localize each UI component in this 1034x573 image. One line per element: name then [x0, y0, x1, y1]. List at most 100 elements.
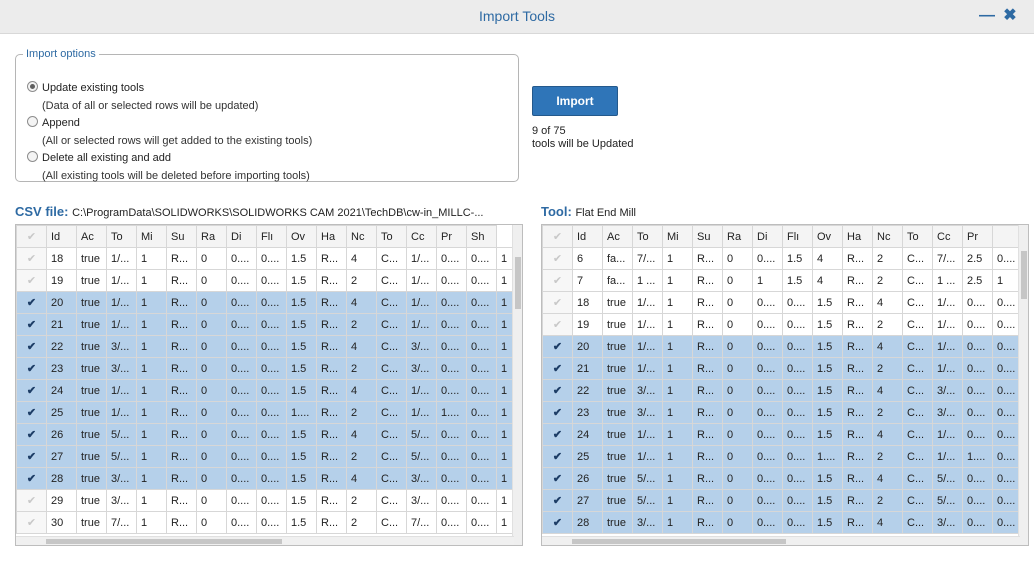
table-cell[interactable]: 0.... — [782, 467, 813, 490]
table-cell[interactable]: 0.... — [992, 511, 1023, 534]
row-checkbox[interactable]: ✔ — [16, 445, 47, 468]
table-cell[interactable]: 0.... — [256, 467, 287, 490]
table-cell[interactable]: 0.... — [962, 335, 993, 358]
table-cell[interactable]: 0 — [722, 379, 753, 402]
row-checkbox[interactable]: ✔ — [542, 357, 573, 380]
table-cell[interactable]: 1 ... — [632, 269, 663, 292]
csv-vertical-scroll-thumb[interactable] — [515, 257, 521, 309]
table-cell[interactable]: 24 — [572, 423, 603, 446]
table-cell[interactable]: R... — [692, 467, 723, 490]
row-checkbox[interactable]: ✔ — [16, 401, 47, 424]
table-cell[interactable]: 0.... — [226, 313, 257, 336]
table-cell[interactable]: 1 — [136, 247, 167, 270]
table-cell[interactable]: 0.... — [226, 379, 257, 402]
table-cell[interactable]: 0 — [196, 335, 227, 358]
table-cell[interactable]: 1.... — [812, 445, 843, 468]
table-cell[interactable]: 0.... — [256, 445, 287, 468]
table-cell[interactable]: true — [602, 357, 633, 380]
csv-vertical-scrollbar[interactable] — [512, 225, 522, 545]
table-cell[interactable]: true — [76, 313, 107, 336]
column-header[interactable]: Ha — [316, 225, 347, 248]
column-header[interactable]: To — [902, 225, 933, 248]
table-cell[interactable]: 4 — [346, 423, 377, 446]
table-cell[interactable]: 1/... — [632, 291, 663, 314]
table-cell[interactable]: R... — [166, 445, 197, 468]
table-cell[interactable]: fa... — [602, 269, 633, 292]
table-cell[interactable]: R... — [316, 313, 347, 336]
column-header[interactable]: To — [632, 225, 663, 248]
table-cell[interactable]: R... — [692, 335, 723, 358]
table-cell[interactable]: 1.5 — [782, 247, 813, 270]
table-cell[interactable]: 1.5 — [286, 335, 317, 358]
table-cell[interactable]: 26 — [46, 423, 77, 446]
table-cell[interactable]: 3/... — [106, 357, 137, 380]
table-cell[interactable]: 4 — [872, 379, 903, 402]
table-cell[interactable]: true — [602, 313, 633, 336]
table-cell[interactable]: 1.5 — [286, 313, 317, 336]
table-cell[interactable]: 0.... — [782, 313, 813, 336]
column-header[interactable]: Flı — [256, 225, 287, 248]
table-cell[interactable]: 3/... — [932, 379, 963, 402]
table-cell[interactable]: C... — [376, 401, 407, 424]
column-header[interactable]: Nc — [872, 225, 903, 248]
table-cell[interactable]: 1/... — [406, 379, 437, 402]
table-cell[interactable]: 1.... — [436, 401, 467, 424]
table-cell[interactable]: R... — [316, 489, 347, 512]
table-cell[interactable]: true — [76, 445, 107, 468]
table-cell[interactable]: 0.... — [466, 357, 497, 380]
table-cell[interactable]: 1/... — [106, 247, 137, 270]
table-cell[interactable]: R... — [316, 379, 347, 402]
table-cell[interactable]: C... — [376, 291, 407, 314]
table-cell[interactable]: R... — [316, 357, 347, 380]
column-header[interactable]: Su — [692, 225, 723, 248]
table-row[interactable]: ✔ 26 true 5/... 1 R... 0 0.... 0.... 1.5 R... 4 C...… — [16, 423, 517, 446]
table-cell[interactable]: 1 — [136, 467, 167, 490]
table-cell[interactable]: 0 — [722, 313, 753, 336]
table-cell[interactable]: 0.... — [466, 335, 497, 358]
table-cell[interactable]: 0.... — [466, 445, 497, 468]
select-all-checkbox[interactable]: ✔ — [16, 225, 47, 248]
table-cell[interactable]: 19 — [46, 269, 77, 292]
table-cell[interactable]: 1/... — [406, 313, 437, 336]
table-cell[interactable]: 0.... — [752, 423, 783, 446]
table-cell[interactable]: 0.... — [466, 511, 497, 534]
table-cell[interactable]: 0 — [196, 467, 227, 490]
table-cell[interactable]: 4 — [346, 335, 377, 358]
table-cell[interactable]: 5/... — [406, 445, 437, 468]
column-header[interactable]: Ac — [602, 225, 633, 248]
table-cell[interactable]: 0.... — [436, 489, 467, 512]
table-cell[interactable]: 0 — [722, 291, 753, 314]
table-cell[interactable]: true — [76, 335, 107, 358]
table-cell[interactable]: 4 — [872, 511, 903, 534]
table-cell[interactable]: 0 — [722, 335, 753, 358]
table-cell[interactable]: R... — [842, 335, 873, 358]
table-cell[interactable]: 1.5 — [812, 467, 843, 490]
table-cell[interactable]: true — [602, 379, 633, 402]
row-checkbox[interactable]: ✔ — [16, 357, 47, 380]
option-append[interactable]: Append — [27, 116, 80, 129]
table-cell[interactable]: 0.... — [436, 269, 467, 292]
table-cell[interactable]: 1 — [662, 379, 693, 402]
table-cell[interactable]: 1/... — [406, 247, 437, 270]
table-cell[interactable]: 0.... — [466, 379, 497, 402]
table-cell[interactable]: 0.... — [962, 423, 993, 446]
table-cell[interactable]: 0.... — [782, 423, 813, 446]
table-cell[interactable]: R... — [842, 489, 873, 512]
tool-vertical-scroll-thumb[interactable] — [1021, 251, 1027, 299]
table-cell[interactable]: 0.... — [752, 489, 783, 512]
table-cell[interactable]: 0.... — [256, 357, 287, 380]
table-cell[interactable]: 1.5 — [812, 357, 843, 380]
table-cell[interactable]: 5/... — [632, 467, 663, 490]
table-cell[interactable]: 0.... — [226, 511, 257, 534]
table-cell[interactable]: true — [602, 423, 633, 446]
table-cell[interactable]: 0 — [196, 401, 227, 424]
table-cell[interactable]: 3/... — [106, 335, 137, 358]
table-cell[interactable]: 0.... — [992, 401, 1023, 424]
table-cell[interactable]: 6 — [572, 247, 603, 270]
column-header[interactable]: Su — [166, 225, 197, 248]
table-cell[interactable]: 0.... — [782, 445, 813, 468]
table-cell[interactable]: 0.... — [782, 291, 813, 314]
table-cell[interactable]: 2.5 — [962, 247, 993, 270]
table-cell[interactable]: 2 — [872, 313, 903, 336]
table-cell[interactable]: 30 — [46, 511, 77, 534]
